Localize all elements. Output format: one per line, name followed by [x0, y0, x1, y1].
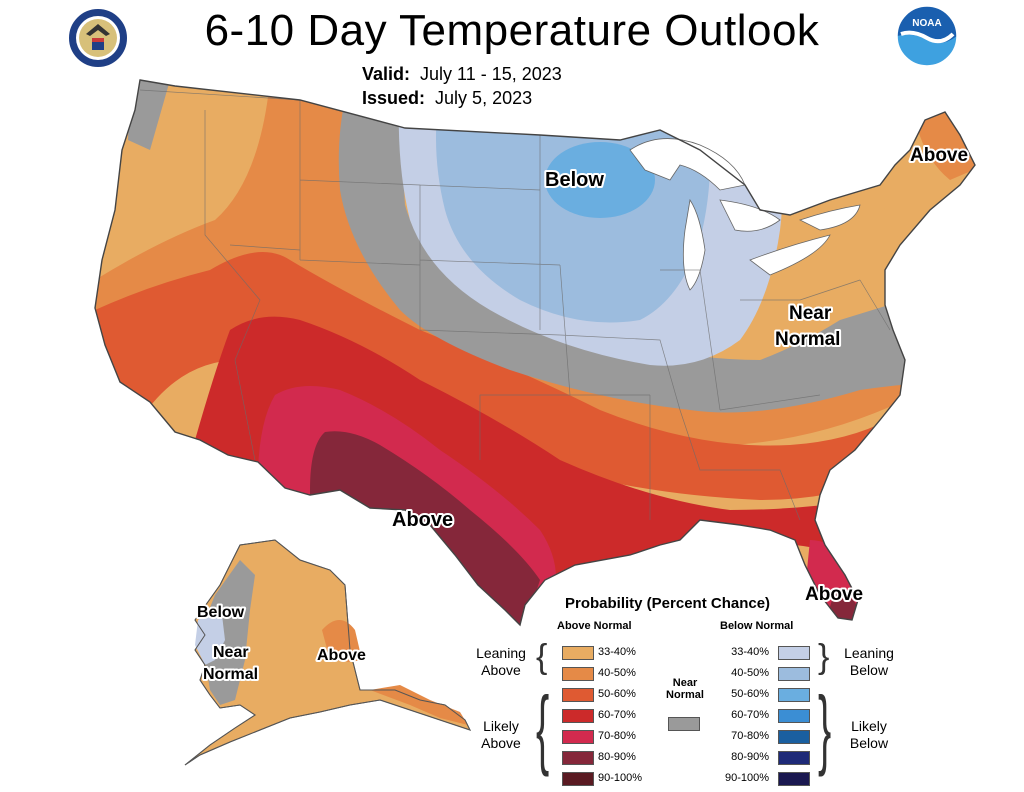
- legend-above-label: 40-50%: [598, 667, 636, 679]
- legend-above-swatch: [562, 751, 594, 765]
- label-near-normal-line1: Near: [789, 303, 832, 324]
- valid-date: Valid: July 11 - 15, 2023: [362, 64, 562, 85]
- likely-below-line1: Likely: [851, 718, 887, 734]
- legend-below-swatch: [778, 646, 810, 660]
- legend-near-normal-swatch: [668, 717, 700, 731]
- legend-above-row: 33-40%: [0, 644, 1024, 660]
- likely-above-line1: Likely: [483, 718, 519, 734]
- legend-below-label: 90-100%: [724, 772, 769, 784]
- legend-below-row: 33-40%: [0, 644, 1024, 660]
- legend-below-swatch: [778, 709, 810, 723]
- legend-above-swatch: [562, 667, 594, 681]
- legend-above-row: 90-100%: [0, 770, 1024, 786]
- legend-below-row: 40-50%: [0, 665, 1024, 681]
- legend-above-row: 70-80%: [0, 728, 1024, 744]
- label-ak-near-line2: Normal: [203, 666, 258, 683]
- noaa-logo-text: NOAA: [912, 18, 941, 29]
- great-lakes: [629, 138, 861, 291]
- legend-below-swatch: [778, 751, 810, 765]
- legend-above-row: 80-90%: [0, 749, 1024, 765]
- alaska-map: Below Near Normal Above: [184, 539, 471, 766]
- label-ak-near-line1: Near: [213, 644, 249, 661]
- noaa-logo-icon: NOAA: [896, 5, 958, 67]
- legend-above-label: 70-80%: [598, 730, 636, 742]
- near-header-line2: Normal: [666, 689, 704, 701]
- legend-above-swatch: [562, 646, 594, 660]
- legend-above-row: 50-60%: [0, 686, 1024, 702]
- legend-likely-above: Likely Above: [470, 718, 532, 752]
- legend-below-row: 70-80%: [0, 728, 1024, 744]
- legend-above-label: 90-100%: [598, 772, 643, 784]
- legend-above-row: 60-70%: [0, 707, 1024, 723]
- legend-below-row: 60-70%: [0, 707, 1024, 723]
- legend-above-label: 50-60%: [598, 688, 636, 700]
- legend-below-row: 90-100%: [0, 770, 1024, 786]
- legend-below-label: 80-90%: [731, 751, 769, 763]
- label-above-florida: Above: [805, 584, 863, 605]
- legend-above-header: Above Normal: [557, 620, 632, 632]
- valid-label: Valid:: [362, 64, 411, 84]
- page-title: 6-10 Day Temperature Outlook: [204, 6, 820, 55]
- legend-below-row: 80-90%: [0, 749, 1024, 765]
- legend-above-swatch: [562, 709, 594, 723]
- legend-below-label: 60-70%: [731, 709, 769, 721]
- likely-above-line2: Above: [481, 735, 521, 751]
- legend-above-label: 33-40%: [598, 646, 636, 658]
- brace-likely-above: {: [536, 678, 550, 777]
- legend-below-label: 33-40%: [731, 646, 769, 658]
- legend-below-label: 50-60%: [731, 688, 769, 700]
- legend-below-swatch: [778, 667, 810, 681]
- label-below-north: Below: [545, 169, 604, 191]
- likely-below-line2: Below: [849, 735, 889, 751]
- legend-below-label: 40-50%: [731, 667, 769, 679]
- issued-value: July 5, 2023: [435, 88, 533, 108]
- leaning-below-line1: Leaning: [844, 645, 894, 661]
- legend-leaning-above: Leaning Above: [470, 645, 532, 679]
- brace-leaning-above: {: [536, 638, 548, 676]
- legend-above-row: 40-50%: [0, 665, 1024, 681]
- legend-below-header: Below Normal: [720, 620, 794, 632]
- leaning-below-line2: Below: [849, 662, 889, 678]
- label-above-northeast: Above: [910, 145, 968, 166]
- brace-leaning-below: }: [818, 638, 830, 676]
- legend-above-swatch: [562, 730, 594, 744]
- legend-above-label: 80-90%: [598, 751, 636, 763]
- label-near-normal-line2: Normal: [775, 329, 840, 350]
- issued-date: Issued: July 5, 2023: [362, 88, 532, 109]
- leaning-above-line1: Leaning: [476, 645, 526, 661]
- valid-value: July 11 - 15, 2023: [420, 64, 562, 84]
- legend-title: Probability (Percent Chance): [565, 595, 771, 612]
- issued-label: Issued:: [362, 88, 426, 108]
- label-ak-above: Above: [317, 647, 366, 664]
- legend-above-swatch: [562, 688, 594, 702]
- label-above-texas: Above: [392, 509, 453, 531]
- label-ak-below: Below: [197, 604, 245, 621]
- legend-below-label: 70-80%: [731, 730, 769, 742]
- legend-above-label: 60-70%: [598, 709, 636, 721]
- legend-below-swatch: [778, 688, 810, 702]
- legend-below-swatch: [778, 772, 810, 786]
- legend-below-row: 50-60%: [0, 686, 1024, 702]
- legend-near-header: Near Normal: [659, 677, 711, 701]
- near-header-line1: Near: [672, 677, 698, 689]
- legend-below-swatch: [778, 730, 810, 744]
- commerce-seal-icon: [67, 7, 129, 69]
- legend-likely-below: Likely Below: [838, 718, 900, 752]
- leaning-above-line2: Above: [481, 662, 521, 678]
- brace-likely-below: }: [818, 678, 832, 777]
- legend-leaning-below: Leaning Below: [838, 645, 900, 679]
- legend-above-swatch: [562, 772, 594, 786]
